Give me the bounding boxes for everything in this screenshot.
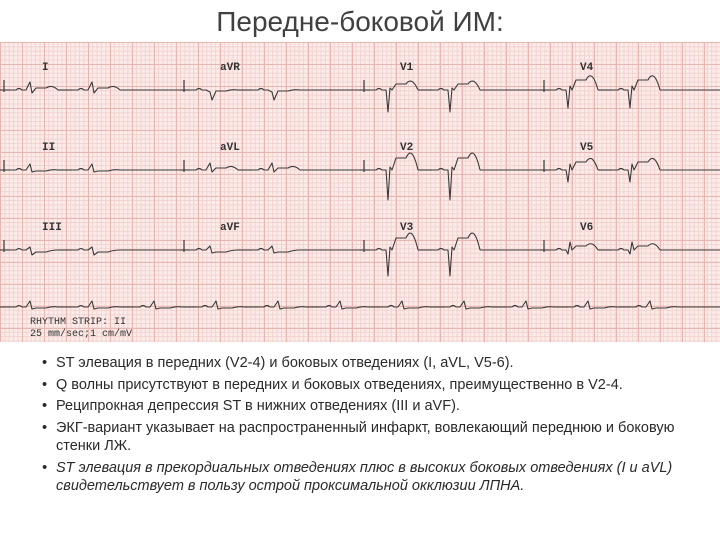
ecg-lead-label: V6 (580, 222, 593, 234)
slide-title: Передне-боковой ИМ: (0, 6, 720, 38)
bullet-item: ST элевация в прекордиальных отведениях … (42, 459, 694, 496)
bullet-item: ЭКГ-вариант указывает на распространенны… (42, 419, 694, 456)
ecg-lead-label: I (42, 62, 49, 74)
ecg-caption-1: RHYTHM STRIP: II (30, 317, 126, 328)
ecg-lead-label: V3 (400, 222, 413, 234)
ecg-strip: IaVR V1 V4 II aVL V2 V5 III aVF V3 V6 RHYTHM STRIP… (0, 42, 720, 342)
bullet-item: Реципрокная депрессия ST в нижних отведе… (42, 397, 694, 416)
ecg-lead-label: V1 (400, 62, 413, 74)
ecg-lead-label: aVL (220, 142, 240, 154)
ecg-lead-label: aVR (220, 62, 240, 74)
bullet-item: ST элевация в передних (V2-4) и боковых … (42, 354, 694, 373)
bullet-item: Q волны присутствуют в передних и боковы… (42, 376, 694, 395)
ecg-lead-label: V4 (580, 62, 593, 74)
ecg-lead-label: V2 (400, 142, 413, 154)
ecg-lead-label: II (42, 142, 55, 154)
bullet-list: ST элевация в передних (V2-4) и боковых … (0, 342, 720, 499)
ecg-lead-label: III (42, 222, 62, 234)
ecg-traces (0, 42, 720, 342)
ecg-lead-label: aVF (220, 222, 240, 234)
ecg-lead-label: V5 (580, 142, 593, 154)
ecg-caption-2: 25 mm/sec;1 cm/mV (30, 329, 132, 340)
slide: Передне-боковой ИМ: IaVR V1 V4 II aVL V2 V5 III… (0, 0, 720, 540)
